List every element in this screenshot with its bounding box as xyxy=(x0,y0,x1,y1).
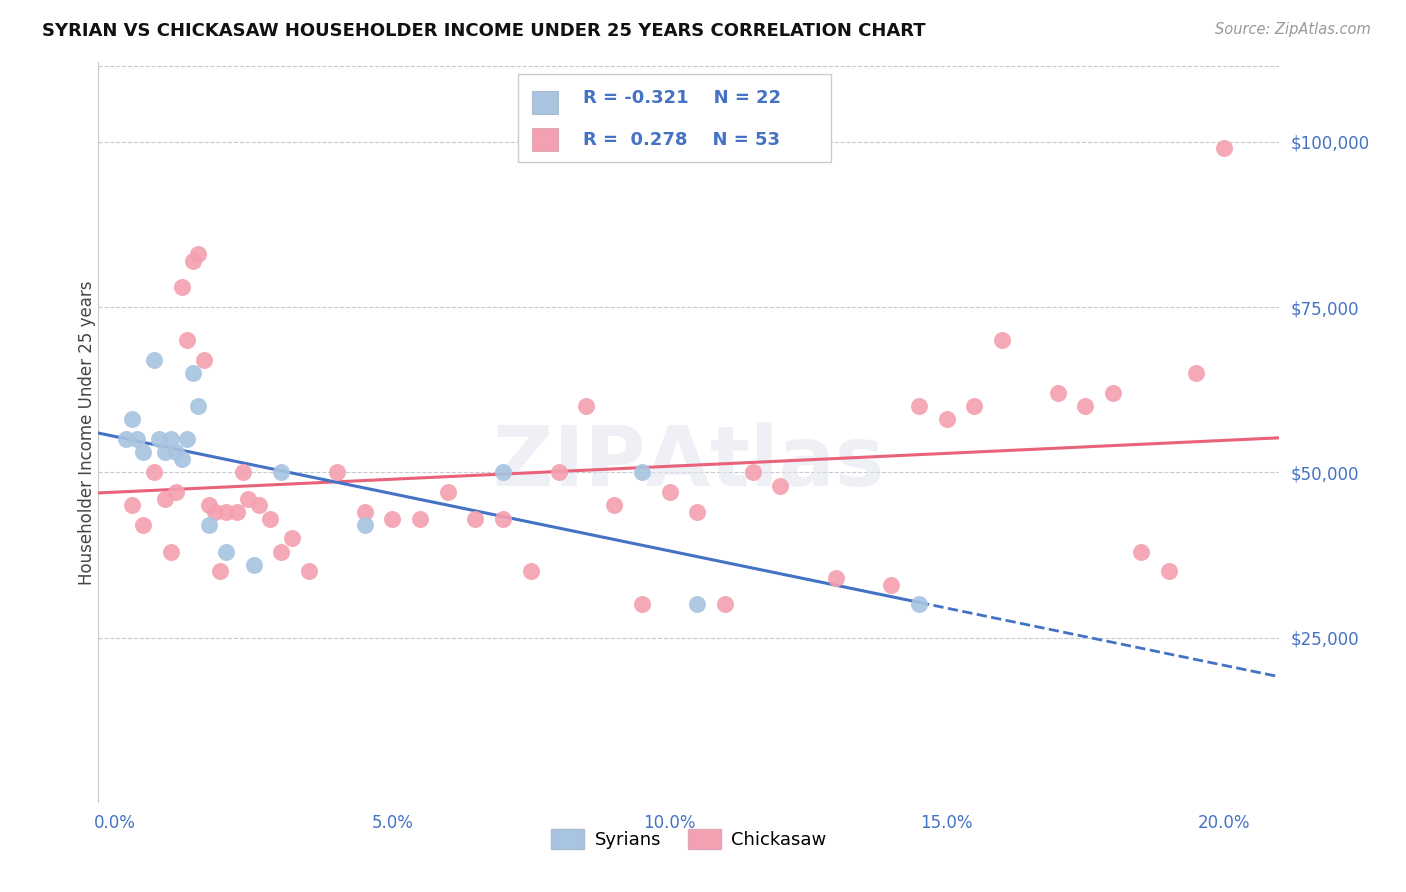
Point xyxy=(215,544,238,558)
Text: R = -0.321    N = 22: R = -0.321 N = 22 xyxy=(582,88,780,107)
Point xyxy=(963,399,986,413)
Point xyxy=(935,412,957,426)
FancyBboxPatch shape xyxy=(531,91,558,114)
Point xyxy=(204,505,226,519)
Text: SYRIAN VS CHICKASAW HOUSEHOLDER INCOME UNDER 25 YEARS CORRELATION CHART: SYRIAN VS CHICKASAW HOUSEHOLDER INCOME U… xyxy=(42,22,925,40)
Point xyxy=(236,491,259,506)
Point xyxy=(1129,544,1152,558)
Point xyxy=(520,565,543,579)
Point xyxy=(209,565,232,579)
Point xyxy=(769,478,792,492)
Point xyxy=(603,499,626,513)
Point xyxy=(1102,386,1125,401)
Point xyxy=(132,445,155,459)
Point xyxy=(181,253,204,268)
Text: R =  0.278    N = 53: R = 0.278 N = 53 xyxy=(582,130,780,149)
Legend: Syrians, Chickasaw: Syrians, Chickasaw xyxy=(544,822,834,856)
Point xyxy=(159,544,181,558)
Text: Source: ZipAtlas.com: Source: ZipAtlas.com xyxy=(1215,22,1371,37)
Point xyxy=(226,505,249,519)
Point xyxy=(741,465,763,479)
Point xyxy=(1185,366,1208,380)
Point xyxy=(232,465,254,479)
Point xyxy=(658,485,681,500)
Point xyxy=(1046,386,1069,401)
Point xyxy=(825,571,848,585)
Point xyxy=(1157,565,1180,579)
Point xyxy=(270,465,292,479)
Point xyxy=(492,511,515,525)
Point xyxy=(159,432,181,446)
Point xyxy=(181,366,204,380)
Point xyxy=(215,505,238,519)
Point xyxy=(436,485,458,500)
Point xyxy=(121,412,143,426)
Point xyxy=(298,565,321,579)
Point xyxy=(714,598,737,612)
Point xyxy=(127,432,149,446)
Point xyxy=(686,505,709,519)
Point xyxy=(270,544,292,558)
Point xyxy=(908,598,931,612)
Point xyxy=(908,399,931,413)
Point xyxy=(193,352,215,367)
Point xyxy=(198,499,221,513)
Point xyxy=(132,518,155,533)
Point xyxy=(381,511,404,525)
FancyBboxPatch shape xyxy=(531,128,558,152)
Point xyxy=(115,432,138,446)
Point xyxy=(176,432,198,446)
Point xyxy=(198,518,221,533)
Point xyxy=(326,465,349,479)
Point xyxy=(259,511,281,525)
Point xyxy=(686,598,709,612)
Point xyxy=(187,247,209,261)
Point xyxy=(991,333,1014,347)
Point xyxy=(187,399,209,413)
Point xyxy=(165,445,187,459)
Point xyxy=(630,465,652,479)
Point xyxy=(170,280,193,294)
Point xyxy=(353,505,375,519)
Point xyxy=(142,352,165,367)
Point xyxy=(464,511,486,525)
Point xyxy=(121,499,143,513)
Point xyxy=(170,452,193,467)
FancyBboxPatch shape xyxy=(517,73,831,162)
Point xyxy=(575,399,598,413)
Point xyxy=(281,532,304,546)
Point xyxy=(153,445,176,459)
Point xyxy=(1213,141,1236,155)
Point xyxy=(242,558,264,572)
Point xyxy=(880,577,903,591)
Point xyxy=(353,518,375,533)
Point xyxy=(492,465,515,479)
Point xyxy=(247,499,270,513)
Point xyxy=(630,598,652,612)
Text: ZIP​Atlas: ZIP​Atlas xyxy=(494,422,884,503)
Point xyxy=(547,465,569,479)
Point xyxy=(153,491,176,506)
Point xyxy=(148,432,170,446)
Point xyxy=(1074,399,1097,413)
Point xyxy=(409,511,432,525)
Point xyxy=(176,333,198,347)
Y-axis label: Householder Income Under 25 years: Householder Income Under 25 years xyxy=(79,280,96,585)
Point xyxy=(142,465,165,479)
Point xyxy=(165,485,187,500)
